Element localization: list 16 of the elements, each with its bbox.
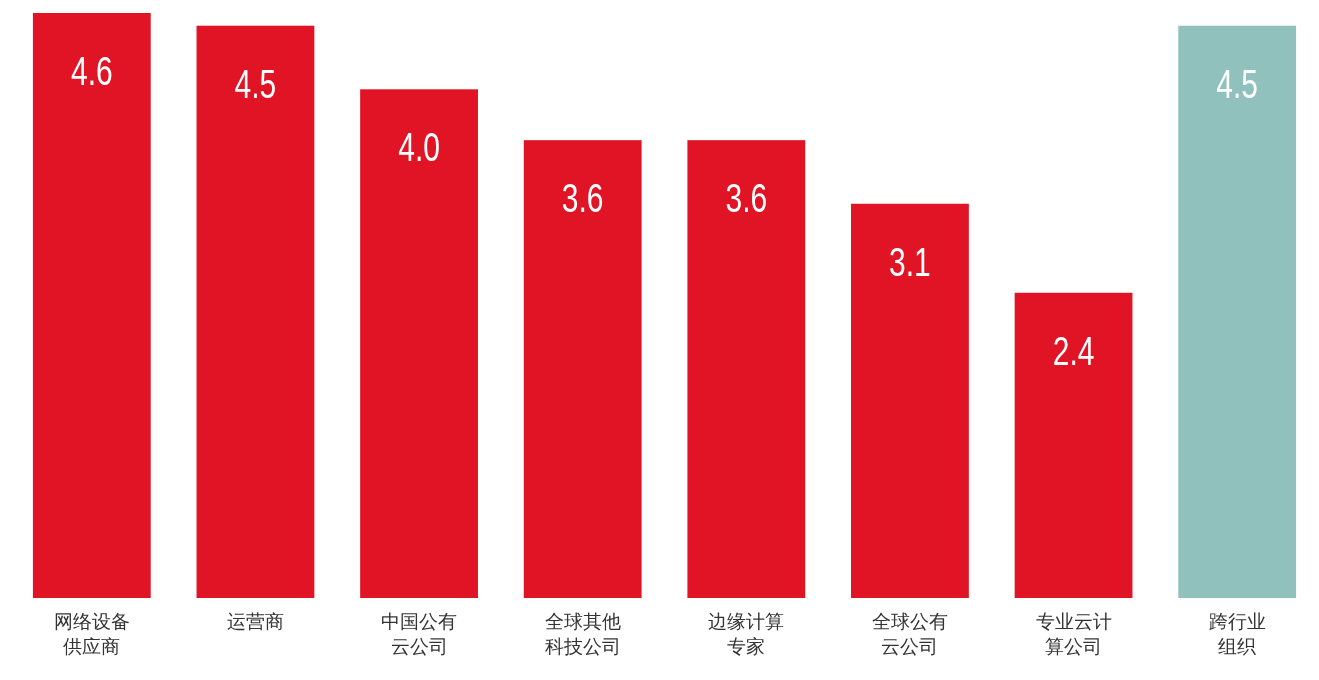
x-tick-label: 网络设备供应商 <box>53 610 130 657</box>
data-label: 4.6 <box>70 48 113 93</box>
x-tick-label: 全球公有云公司 <box>871 610 948 657</box>
x-tick-label: 中国公有云公司 <box>381 610 458 657</box>
x-tick-label: 边缘计算专家 <box>708 610 785 657</box>
x-tick-label: 全球其他科技公司 <box>544 610 621 657</box>
data-label: 3.6 <box>561 175 604 221</box>
x-tick-label: 运营商 <box>226 610 284 632</box>
data-label: 2.4 <box>1052 328 1095 373</box>
x-tick-label: 专业云计算公司 <box>1035 610 1112 657</box>
x-tick-label: 跨行业组织 <box>1208 610 1266 657</box>
data-label: 3.1 <box>889 239 931 284</box>
data-label: 4.5 <box>234 61 277 106</box>
data-label: 3.6 <box>725 175 768 221</box>
data-label: 4.5 <box>1216 61 1259 106</box>
data-label: 4.0 <box>398 125 440 170</box>
